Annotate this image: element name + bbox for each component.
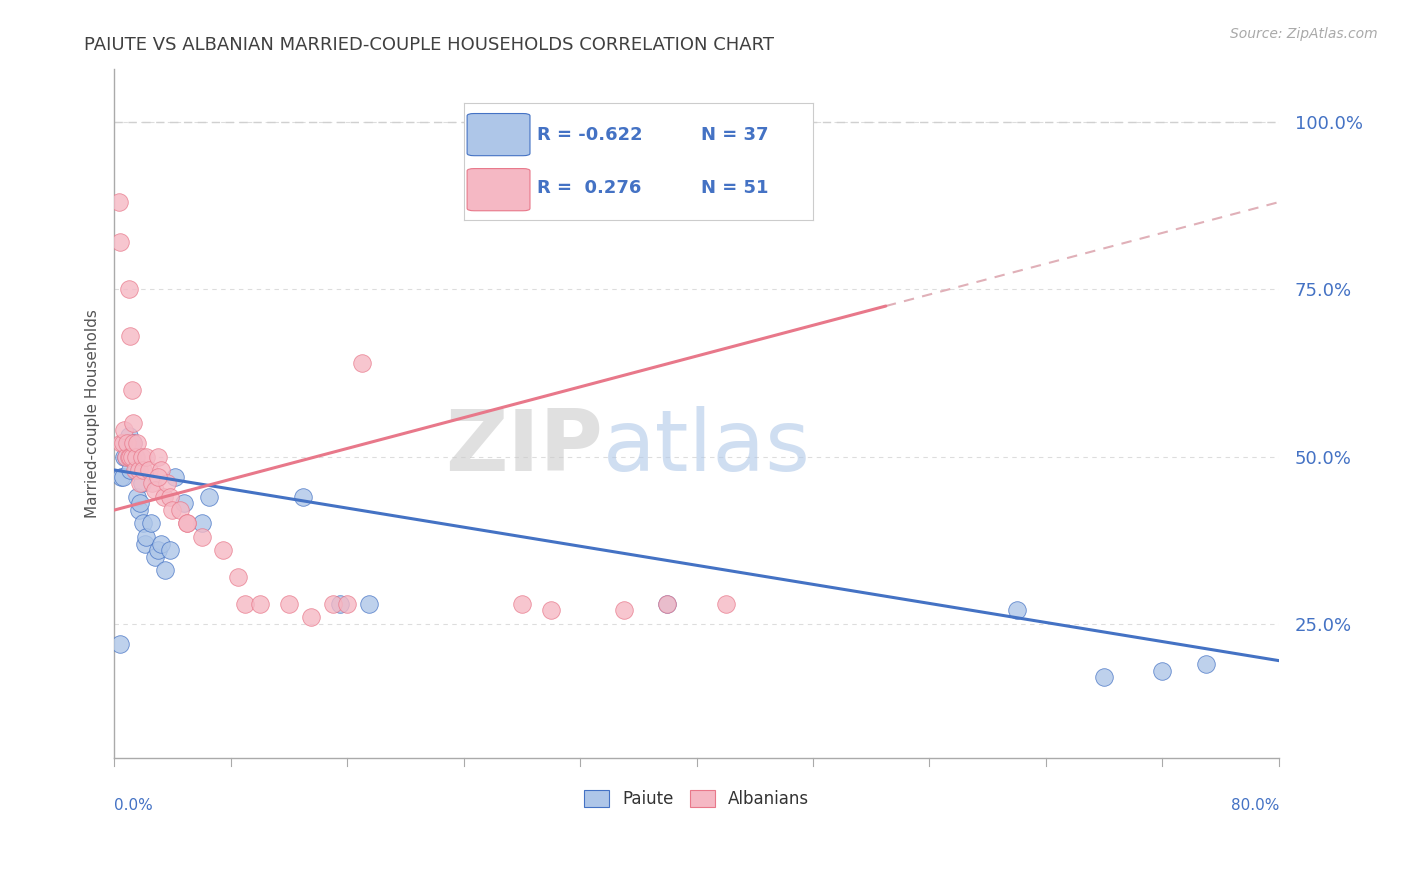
Point	[1152, 664, 1174, 678]
Point	[159, 543, 181, 558]
Point	[120, 450, 142, 464]
Point	[143, 549, 166, 564]
Point	[117, 436, 139, 450]
Point	[107, 195, 129, 210]
Point	[112, 423, 135, 437]
Point	[1195, 657, 1218, 671]
Point	[613, 603, 636, 617]
Point	[127, 490, 149, 504]
Point	[162, 503, 184, 517]
Point	[190, 516, 212, 531]
Point	[135, 530, 157, 544]
Point	[176, 516, 198, 531]
Point	[108, 235, 131, 250]
Point	[146, 450, 169, 464]
Point	[122, 436, 145, 450]
Point	[190, 530, 212, 544]
Point	[114, 450, 136, 464]
Point	[510, 597, 533, 611]
Point	[121, 383, 143, 397]
Point	[149, 463, 172, 477]
Point	[138, 463, 160, 477]
Text: Source: ZipAtlas.com: Source: ZipAtlas.com	[1230, 27, 1378, 41]
Point	[198, 490, 221, 504]
Point	[299, 610, 322, 624]
Point	[165, 469, 187, 483]
Point	[329, 597, 352, 611]
Point	[124, 450, 146, 464]
Point	[118, 282, 141, 296]
Point	[141, 476, 163, 491]
Point	[128, 463, 150, 477]
Point	[714, 597, 737, 611]
Point	[131, 450, 153, 464]
Point	[155, 476, 177, 491]
Point	[152, 490, 174, 504]
Point	[1092, 670, 1115, 684]
Point	[114, 450, 136, 464]
Point	[120, 463, 142, 477]
Point	[112, 450, 135, 464]
Point	[125, 463, 148, 477]
Point	[540, 603, 562, 617]
Legend: Paiute, Albanians: Paiute, Albanians	[576, 783, 815, 814]
Point	[118, 429, 141, 443]
Point	[122, 436, 145, 450]
Point	[121, 436, 143, 450]
Point	[134, 536, 156, 550]
Text: PAIUTE VS ALBANIAN MARRIED-COUPLE HOUSEHOLDS CORRELATION CHART: PAIUTE VS ALBANIAN MARRIED-COUPLE HOUSEH…	[84, 36, 775, 54]
Point	[212, 543, 235, 558]
Point	[110, 469, 132, 483]
Y-axis label: Married-couple Households: Married-couple Households	[86, 309, 100, 517]
Point	[118, 450, 141, 464]
Point	[132, 516, 155, 531]
Point	[132, 463, 155, 477]
Point	[350, 356, 373, 370]
Text: ZIP: ZIP	[446, 406, 603, 489]
Point	[146, 543, 169, 558]
Point	[249, 597, 271, 611]
Point	[322, 597, 344, 611]
Point	[129, 496, 152, 510]
Point	[131, 476, 153, 491]
Point	[111, 469, 134, 483]
Point	[176, 516, 198, 531]
Point	[122, 416, 145, 430]
Point	[108, 637, 131, 651]
Text: 80.0%: 80.0%	[1230, 797, 1279, 813]
Point	[233, 597, 256, 611]
Point	[173, 496, 195, 510]
Text: 0.0%: 0.0%	[114, 797, 153, 813]
Point	[153, 563, 176, 577]
Point	[120, 329, 142, 343]
Point	[336, 597, 359, 611]
Point	[357, 597, 380, 611]
Point	[117, 436, 139, 450]
Point	[127, 436, 149, 450]
Point	[124, 463, 146, 477]
Point	[129, 476, 152, 491]
Point	[110, 436, 132, 450]
Text: atlas: atlas	[603, 406, 811, 489]
Point	[135, 450, 157, 464]
Point	[1005, 603, 1028, 617]
Point	[169, 503, 191, 517]
Point	[277, 597, 299, 611]
Point	[292, 490, 315, 504]
Point	[128, 503, 150, 517]
Point	[226, 570, 249, 584]
Point	[657, 597, 679, 611]
Point	[149, 536, 172, 550]
Point	[111, 436, 134, 450]
Point	[159, 490, 181, 504]
Point	[146, 469, 169, 483]
Point	[143, 483, 166, 497]
Point	[657, 597, 679, 611]
Point	[139, 516, 162, 531]
Point	[121, 450, 143, 464]
Point	[125, 450, 148, 464]
